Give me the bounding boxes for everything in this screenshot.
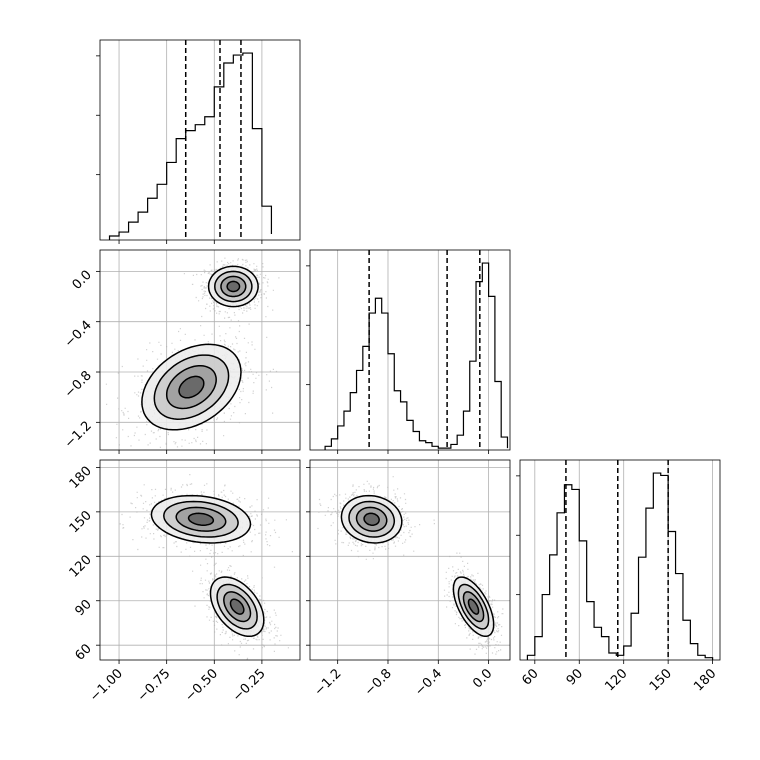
contour-line: [467, 598, 480, 615]
contour-line: [462, 591, 485, 623]
contour-line: [363, 512, 380, 526]
x-tick-label: −0.25: [230, 666, 269, 705]
y-tick-label: 90: [73, 597, 95, 619]
x-tick-label: −0.50: [182, 666, 221, 705]
panel-frame: [99, 459, 301, 661]
contour-line: [141, 343, 242, 431]
density-fill: [364, 513, 380, 526]
x-tick-label: 150: [647, 666, 675, 694]
y-tick-label: 0.0: [70, 268, 95, 293]
density-fill: [179, 376, 204, 398]
x-tick-label: 60: [519, 666, 541, 688]
density-fill: [468, 599, 479, 615]
pair-panel-0-2: −1.00 −0.75 −0.50 −0.25 60 90 120 150 180: [67, 459, 301, 705]
histogram-panel-2: 60 90 120 150 180: [516, 459, 721, 694]
density-fill: [188, 513, 214, 526]
contour-line: [163, 500, 239, 538]
x-tick-label: 90: [564, 666, 586, 688]
contour-line: [348, 500, 396, 538]
contour-line: [340, 494, 403, 544]
contour-line: [209, 576, 265, 638]
x-tick-label: 120: [602, 666, 630, 694]
panel-frame: [309, 249, 511, 451]
contour-line: [229, 598, 245, 615]
panel-frame: [99, 39, 301, 241]
panel-frame: [99, 249, 301, 451]
y-tick-label: −0.4: [62, 318, 95, 351]
y-tick-label: 120: [67, 553, 95, 581]
scatter-cloud: [105, 312, 278, 450]
pair-panel-1-2: −1.2 −0.8 −0.4 0.0: [306, 459, 511, 699]
contour-line: [457, 583, 490, 630]
contour-line: [178, 375, 205, 399]
contour-line: [452, 576, 495, 638]
x-tick-label: −1.00: [87, 666, 126, 705]
density-fill: [227, 281, 240, 292]
contour-line: [207, 265, 259, 308]
histogram-step-line: [108, 52, 273, 240]
y-tick-label: −1.2: [62, 419, 95, 452]
histogram-step-line: [324, 262, 509, 450]
x-tick-label: −1.2: [312, 666, 345, 699]
pair-panel-0-1: −1.2 −0.8 −0.4 0.0: [62, 249, 301, 454]
x-tick-label: −0.75: [135, 666, 174, 705]
histogram-step-line: [526, 472, 714, 660]
contour-line: [355, 506, 388, 532]
density-contours: [150, 494, 265, 638]
panel-frame: [519, 459, 721, 661]
contour-line: [150, 494, 252, 544]
x-tick-label: −0.4: [412, 666, 445, 699]
contour-line: [153, 354, 230, 420]
contour-line: [216, 583, 258, 630]
contour-line: [220, 275, 247, 298]
x-tick-label: 180: [691, 666, 719, 694]
panel-frame: [309, 459, 511, 661]
x-tick-label: 0.0: [470, 666, 495, 691]
histogram-panel-1: [306, 249, 511, 454]
y-tick-label: 60: [73, 641, 95, 663]
y-tick-label: 150: [67, 508, 95, 536]
contour-line: [165, 364, 217, 410]
y-tick-label: −0.8: [62, 368, 95, 401]
contour-line: [226, 280, 241, 293]
density-contours: [141, 265, 259, 431]
contour-line: [223, 591, 252, 623]
contour-line: [175, 506, 227, 532]
density-contours: [340, 494, 495, 638]
contour-line: [214, 270, 253, 303]
contour-line: [187, 512, 215, 526]
histogram-panel-0: [96, 39, 301, 244]
y-tick-label: 180: [67, 464, 95, 492]
x-tick-label: −0.8: [362, 666, 395, 699]
